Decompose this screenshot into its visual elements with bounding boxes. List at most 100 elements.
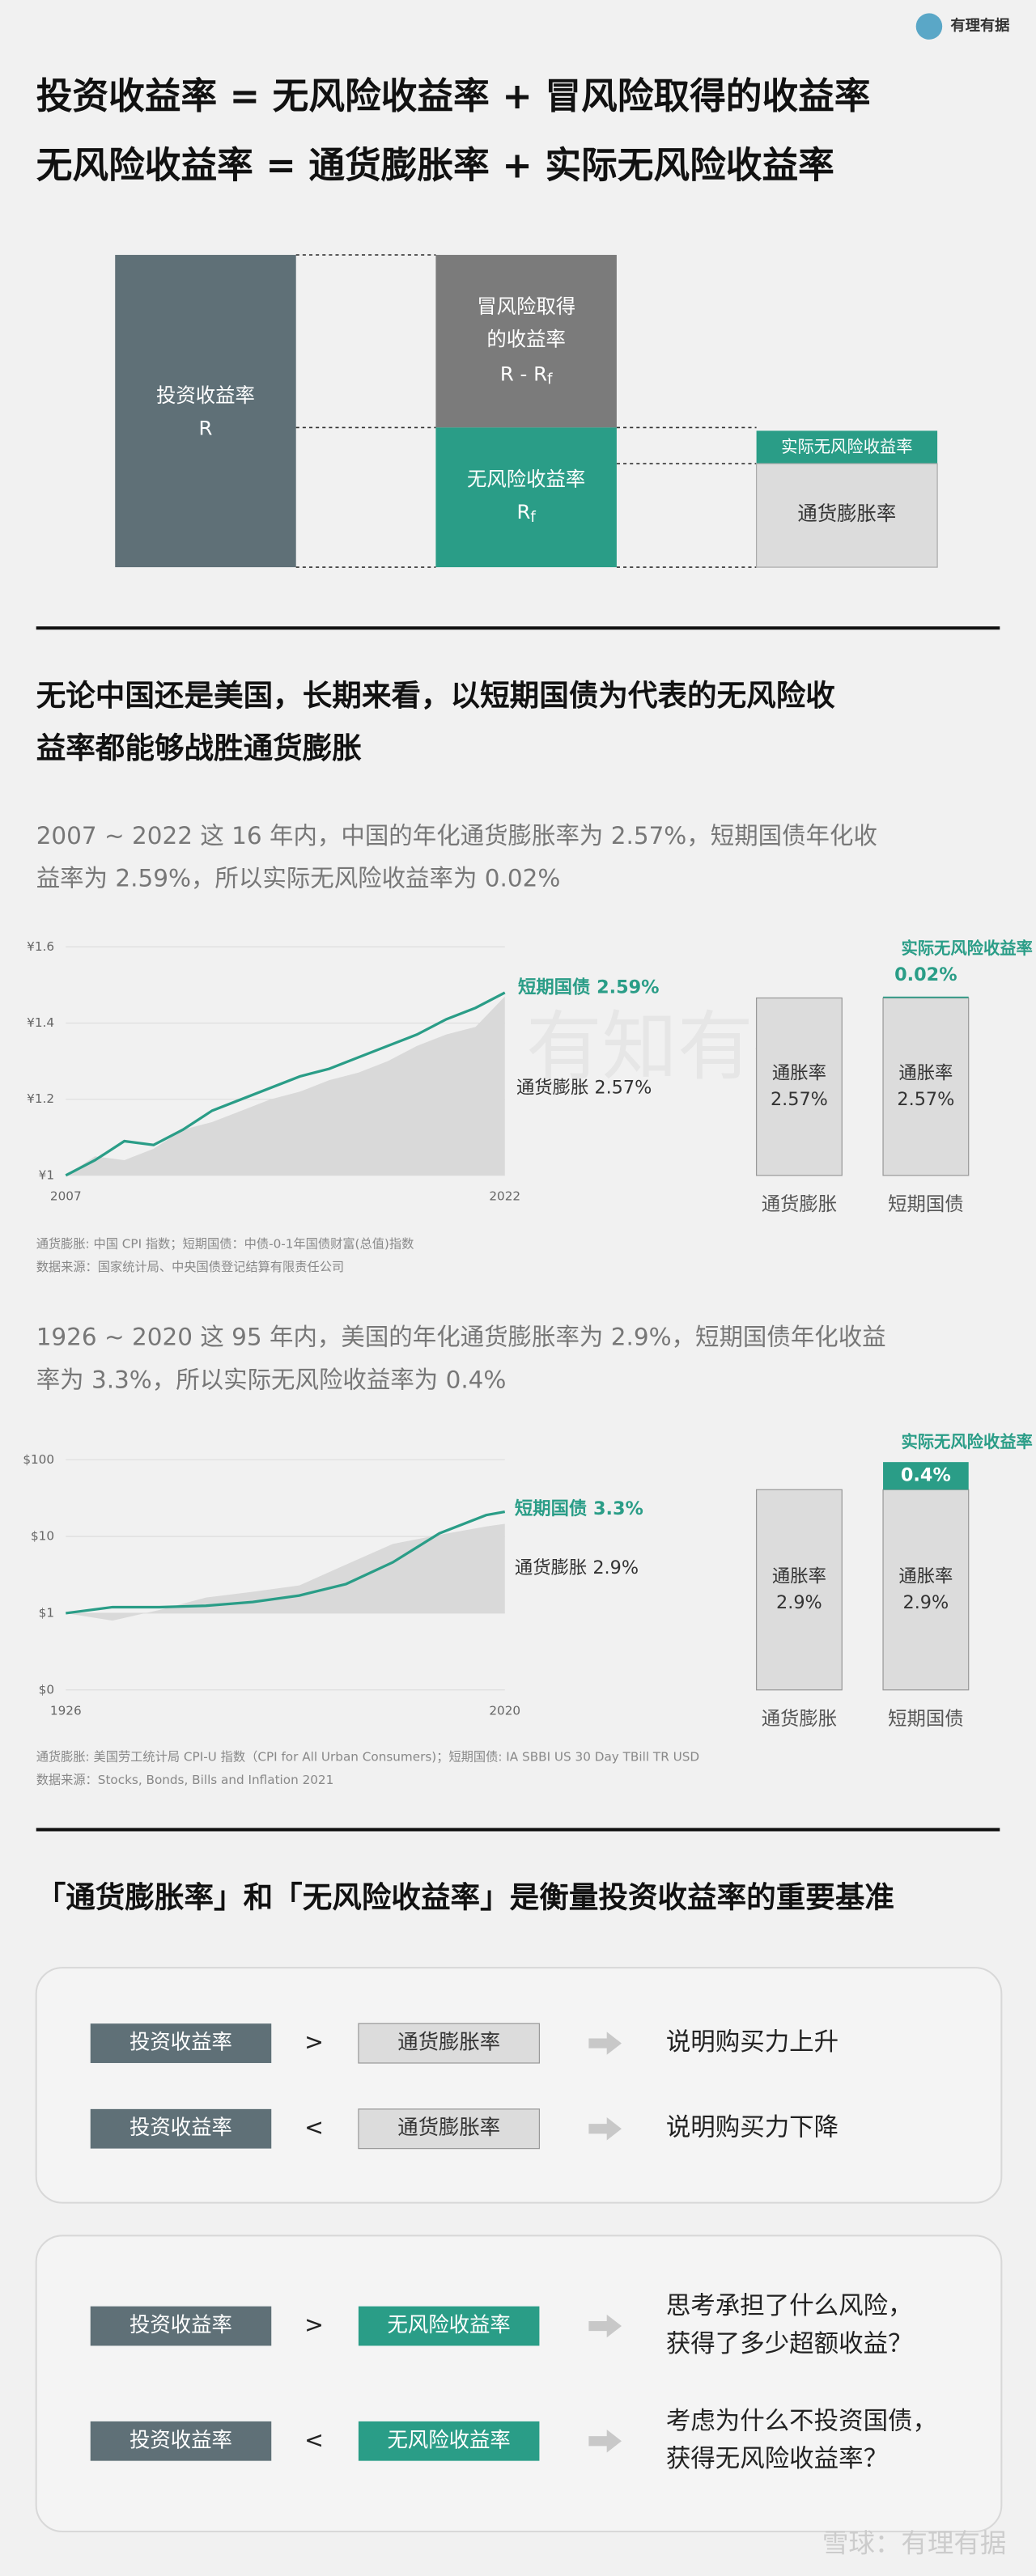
symbol-sub: f (530, 509, 536, 526)
section-text: 率为 3.3%，所以实际无风险收益率为 0.4% (36, 1366, 507, 1393)
bar-segment (882, 1489, 970, 1691)
symbol-sub: f (547, 371, 553, 388)
arrow (588, 2314, 622, 2338)
operator: < (304, 2426, 324, 2453)
bar-segment (755, 1489, 843, 1691)
result-text: 考虑为什么不投资国债， (666, 2407, 937, 2435)
source-note: 数据来源：Stocks, Bonds, Bills and Inflation … (36, 1773, 334, 1787)
legend-label: 短期国债 3.3% (515, 1498, 643, 1519)
bar-value: 2.9% (903, 1592, 949, 1613)
arrow (588, 2032, 622, 2055)
source-note: 通货膨胀: 美国劳工统计局 CPI-U 指数（CPI for All Urban… (36, 1750, 699, 1765)
bar-name: 实际无风险收益率 (901, 938, 1032, 958)
footer: 雪球：有理有据 (822, 2527, 1007, 2558)
arrow (588, 2117, 622, 2141)
area (66, 1523, 505, 1621)
bar-value: 2.57% (897, 1089, 954, 1110)
inflation-block (755, 463, 938, 568)
result-text: 获得无风险收益率？ (666, 2445, 888, 2473)
operator: > (304, 2029, 324, 2056)
diagram: 投资收益率 R 冒风险取得 的收益率 R - Rf 无风险收益率 Rf 实际无风… (115, 254, 938, 568)
header-line: 无风险收益率 = 通货膨胀率 + 实际无风险收益率 (36, 144, 834, 186)
result-text: 思考承担了什么风险， (666, 2292, 913, 2320)
operator: < (304, 2114, 324, 2141)
bar-value: 0.4% (901, 1465, 951, 1486)
bar-name: 通胀率 (898, 1062, 953, 1083)
bar-segment (883, 996, 969, 998)
left-box (90, 2023, 272, 2063)
bar-name: 通胀率 (772, 1566, 826, 1587)
diagram-symbol: R (198, 416, 212, 439)
right-box (358, 2421, 540, 2461)
y-tick-label: ¥1.6 (27, 939, 54, 954)
left-label: 投资收益率 (130, 2115, 232, 2139)
diagram-label: 实际无风险收益率 (781, 437, 912, 456)
y-tick-label: ¥1.4 (27, 1015, 54, 1030)
section-text: 1926 ~ 2020 这 95 年内，美国的年化通货膨胀率为 2.9%，短期国… (36, 1323, 886, 1350)
bar-segment (883, 1462, 969, 1490)
right-label: 通货膨胀率 (397, 2030, 500, 2054)
y-tick-label: $1 (39, 1605, 54, 1620)
section-text: 2007 ~ 2022 这 16 年内，中国的年化通货膨胀率为 2.57%，短期… (36, 822, 877, 849)
logo-icon (915, 13, 943, 40)
diagram-symbol: R - Rf (500, 362, 553, 388)
diagram-symbol: Rf (516, 500, 536, 526)
y-tick-label: $0 (39, 1682, 54, 1697)
section-title: 无论中国还是美国，长期来看，以短期国债为代表的无风险收 (36, 678, 836, 713)
group-box (35, 2235, 1003, 2533)
y-tick-label: ¥1 (39, 1167, 54, 1182)
real-block (756, 430, 938, 464)
right-box (358, 2306, 540, 2346)
result-text: 说明购买力下降 (666, 2114, 839, 2142)
bar-value: 0.02% (894, 964, 957, 985)
diagram-label: 无风险收益率 (467, 467, 585, 490)
bar-value: 2.9% (776, 1592, 822, 1613)
legend-label: 通货膨胀 2.9% (515, 1557, 639, 1578)
section-title: 「通货膨胀率」和「无风险收益率」是衡量投资收益率的重要基准 (36, 1879, 894, 1914)
legend-label: 通货膨胀 2.57% (516, 1078, 652, 1099)
riskfree-block (435, 427, 617, 568)
line (65, 991, 506, 1177)
bar-segment (755, 997, 843, 1176)
right-label: 无风险收益率 (388, 2427, 511, 2451)
source-note: 数据来源：国家统计局、中央国债登记结算有限责任公司 (36, 1260, 344, 1274)
x-category-label: 短期国债 (888, 1707, 963, 1730)
logo-name: 有理有据 (950, 17, 1009, 35)
right-box (358, 2023, 541, 2064)
operator: > (304, 2311, 324, 2338)
x-tick-label: 1926 (50, 1704, 82, 1718)
bar-name: 通胀率 (772, 1062, 826, 1083)
area (66, 996, 505, 1176)
result-text: 获得了多少超额收益？ (666, 2330, 913, 2358)
total-block (115, 255, 296, 568)
bar-name: 实际无风险收益率 (901, 1432, 1032, 1451)
x-tick-label: 2007 (50, 1189, 82, 1204)
header-line: 投资收益率 = 无风险收益率 + 冒风险取得的收益率 (36, 75, 871, 117)
x-category-label: 短期国债 (888, 1193, 963, 1215)
legend-label: 短期国债 2.59% (518, 977, 660, 998)
risk-block (435, 255, 617, 428)
left-box (90, 2108, 272, 2149)
symbol-main: R (516, 500, 530, 523)
left-label: 投资收益率 (130, 2427, 232, 2451)
right-label: 无风险收益率 (388, 2312, 511, 2337)
left-label: 投资收益率 (130, 2312, 232, 2337)
x-tick-label: 2020 (489, 1704, 520, 1718)
diagram-label: 投资收益率 (156, 383, 255, 407)
line (66, 1510, 506, 1615)
x-category-label: 通货膨胀 (762, 1193, 837, 1215)
arrow (588, 2430, 622, 2453)
bar-name: 通胀率 (898, 1566, 953, 1587)
y-tick-label: ¥1.2 (27, 1091, 54, 1106)
diagram-label: 的收益率 (486, 328, 566, 351)
right-box (358, 2108, 541, 2150)
section-text: 益率为 2.59%，所以实际无风险收益率为 0.02% (36, 865, 561, 892)
right-label: 通货膨胀率 (397, 2115, 500, 2139)
x-tick-label: 2022 (489, 1189, 520, 1204)
left-box (90, 2306, 272, 2346)
group-box (35, 1967, 1003, 2204)
bar-value: 2.57% (771, 1089, 828, 1110)
left-box (90, 2421, 272, 2461)
